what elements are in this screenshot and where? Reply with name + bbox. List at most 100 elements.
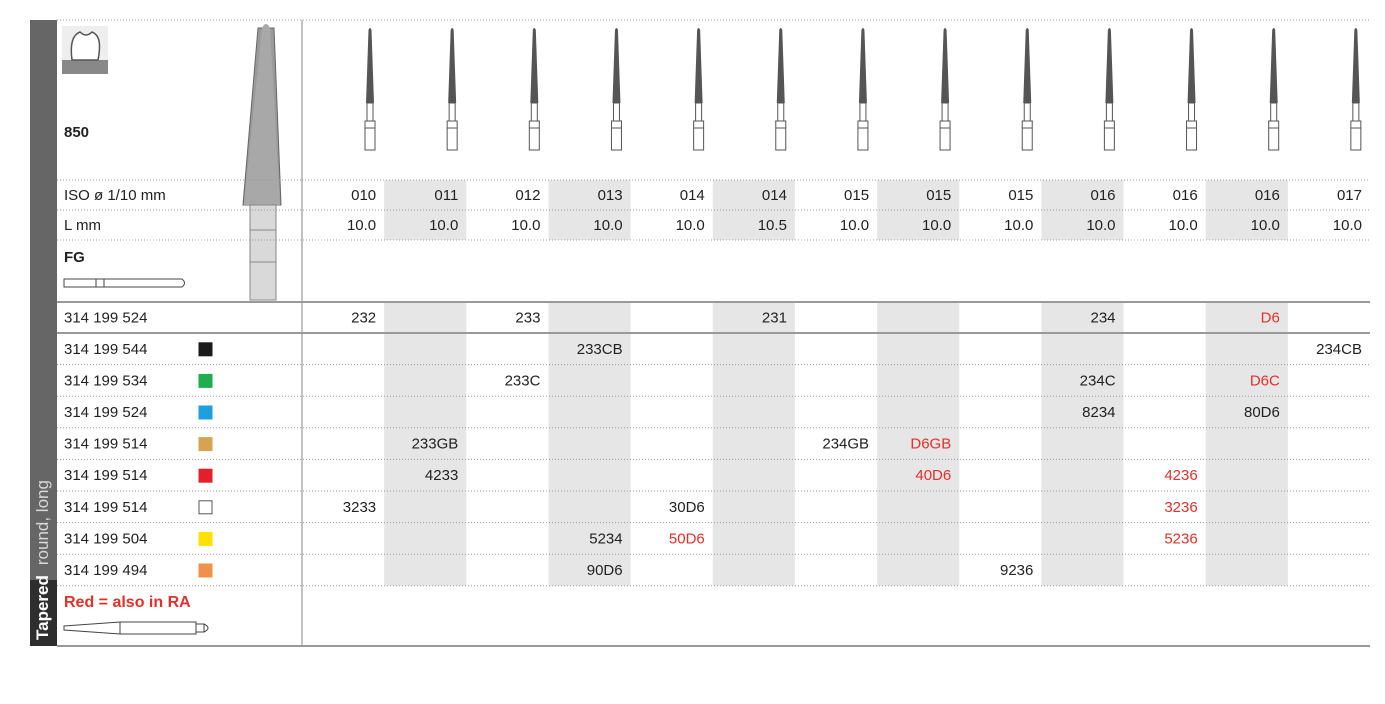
reference-number: 314 199 514 [64, 436, 147, 453]
bur-shank [857, 120, 869, 151]
bur-shank [693, 120, 705, 151]
bur-icon [528, 28, 540, 151]
article-code: 4236 [1164, 467, 1197, 484]
color-swatch [198, 468, 213, 483]
article-code: 4233 [425, 467, 458, 484]
length-value: 10.5 [758, 217, 787, 234]
side-label-bold: Tapered [33, 575, 52, 640]
fg-icon [63, 278, 185, 288]
article-code: 30D6 [669, 499, 705, 516]
article-code: 90D6 [587, 562, 623, 579]
bur-icon [1350, 28, 1362, 151]
reference-number: 314 199 534 [64, 372, 147, 389]
article-code: 233C [505, 372, 541, 389]
bur-head [776, 28, 785, 103]
reference-number: 314 199 504 [64, 530, 147, 547]
article-code: 234C [1080, 372, 1116, 389]
article-code: 231 [762, 309, 787, 326]
bur-neck [530, 102, 538, 122]
length-value: 10.0 [1251, 217, 1280, 234]
iso-size: 015 [1008, 187, 1033, 204]
iso-label: ISO ø 1/10 mm [64, 187, 166, 204]
article-code: D6 [1261, 309, 1280, 326]
article-code: 233 [515, 309, 540, 326]
bur-shank [1021, 120, 1033, 151]
article-code: D6C [1250, 372, 1280, 389]
shaded-column [384, 302, 467, 586]
bur-neck [777, 102, 785, 122]
bur-shank [610, 120, 622, 151]
bur-head [1269, 28, 1278, 103]
length-value: 10.0 [676, 217, 705, 234]
length-value: 10.0 [429, 217, 458, 234]
bur-neck [1105, 102, 1113, 122]
side-label-rest: round, long [33, 480, 52, 565]
article-code: 232 [351, 309, 376, 326]
bur-head [858, 28, 867, 103]
color-swatch [198, 531, 213, 546]
article-code: 8234 [1082, 404, 1115, 421]
length-value: 10.0 [1168, 217, 1197, 234]
bur-neck [366, 102, 374, 122]
article-code: 234 [1091, 309, 1116, 326]
bur-head [1105, 28, 1114, 103]
shaded-column [1205, 302, 1288, 586]
color-swatch [198, 342, 213, 357]
bur-shank [446, 120, 458, 151]
bur-neck [1188, 102, 1196, 122]
article-code: 233CB [577, 341, 623, 358]
iso-size: 012 [515, 187, 540, 204]
bur-icon [693, 28, 705, 151]
shaded-column [1205, 180, 1288, 240]
iso-size: 014 [762, 187, 787, 204]
bur-head [694, 28, 703, 103]
bur-neck [1270, 102, 1278, 122]
bur-shank [364, 120, 376, 151]
reference-number: 314 199 514 [64, 467, 147, 484]
bur-neck [695, 102, 703, 122]
article-code: 50D6 [669, 530, 705, 547]
iso-size: 014 [680, 187, 705, 204]
large-bur [242, 24, 282, 301]
model-number: 850 [64, 124, 89, 141]
bur-head [366, 28, 374, 103]
iso-size: 016 [1173, 187, 1198, 204]
bur-neck [941, 102, 949, 122]
iso-size: 015 [844, 187, 869, 204]
bur-head [1351, 28, 1360, 103]
bur-neck [859, 102, 867, 122]
length-value: 10.0 [840, 217, 869, 234]
bur-head [530, 28, 539, 103]
shaded-column [1041, 302, 1124, 586]
side-label: Tapered round, long [33, 480, 52, 640]
bur-head [612, 28, 621, 103]
color-swatch [198, 437, 213, 452]
shaded-column [1041, 180, 1124, 240]
bur-icon [446, 28, 458, 151]
length-value: 10.0 [1086, 217, 1115, 234]
bur-shank [775, 120, 787, 151]
shaded-column [548, 302, 631, 586]
bur-head [941, 28, 950, 103]
bur-shank [1268, 120, 1280, 151]
ra-icon [63, 621, 209, 635]
iso-size: 016 [1091, 187, 1116, 204]
bur-icon [775, 28, 787, 151]
length-value: 10.0 [1333, 217, 1362, 234]
bur-icon [1103, 28, 1115, 151]
color-swatch [198, 373, 213, 388]
shaded-column [877, 302, 960, 586]
article-code: 3236 [1164, 499, 1197, 516]
bur-shank [1186, 120, 1198, 151]
article-code: 40D6 [915, 467, 951, 484]
bur-head [1023, 28, 1032, 103]
bur-head [448, 28, 457, 103]
bur-icon [857, 28, 869, 151]
shank-label: FG [64, 249, 85, 266]
bur-icon [1186, 28, 1198, 151]
article-code: 80D6 [1244, 404, 1280, 421]
side-band [30, 20, 57, 646]
color-swatch [198, 563, 213, 578]
bur-head [1187, 28, 1196, 103]
